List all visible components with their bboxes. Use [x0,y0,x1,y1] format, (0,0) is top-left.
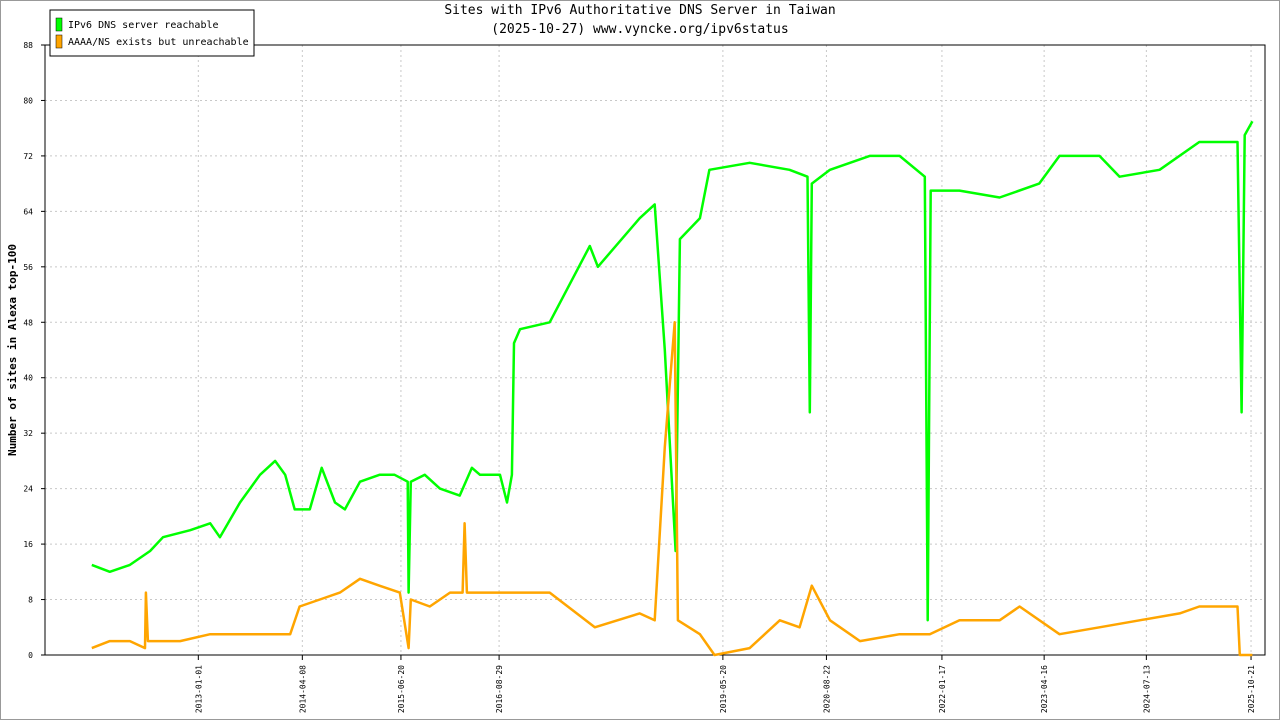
chart-title: Sites with IPv6 Authoritative DNS Server… [444,3,835,18]
legend-box [49,9,255,57]
series-line [91,321,1253,657]
y-tick-label: 32 [23,429,33,438]
x-tick-label: 2025-10-21 [1247,665,1256,713]
plot-area [44,44,1266,656]
x-tick-label: 2016-08-29 [495,665,504,713]
legend-swatch [55,34,63,49]
y-tick-label: 88 [23,41,33,50]
x-tick-label: 2020-08-22 [822,665,831,713]
legend-label: IPv6 DNS server reachable [68,20,219,31]
y-tick-label: 56 [23,263,33,272]
legend-label: AAAA/NS exists but unreachable [68,37,249,48]
y-tick-label: 24 [23,485,33,494]
y-tick-label: 0 [28,651,33,660]
y-tick-label: 72 [23,152,33,161]
legend-swatch [55,17,63,32]
x-tick-label: 2023-04-16 [1040,665,1049,713]
x-tick-label: 2013-01-01 [194,665,203,713]
x-tick-label: 2014-04-08 [298,665,307,713]
y-axis-label: Number of sites in Alexa top-100 [6,244,19,456]
series-line [91,120,1254,622]
x-tick-label: 2022-01-17 [938,665,947,713]
x-tick-label: 2019-05-20 [719,665,728,713]
y-tick-label: 48 [23,318,33,327]
y-tick-label: 40 [23,374,33,383]
x-tick-label: 2024-07-13 [1142,665,1151,713]
x-tick-label: 2015-06-20 [397,665,406,713]
y-tick-label: 16 [23,540,33,549]
y-tick-label: 8 [28,596,33,605]
chart-subtitle: (2025-10-27) www.vyncke.org/ipv6status [491,22,788,37]
y-tick-label: 64 [23,207,33,216]
y-tick-label: 80 [23,96,33,105]
